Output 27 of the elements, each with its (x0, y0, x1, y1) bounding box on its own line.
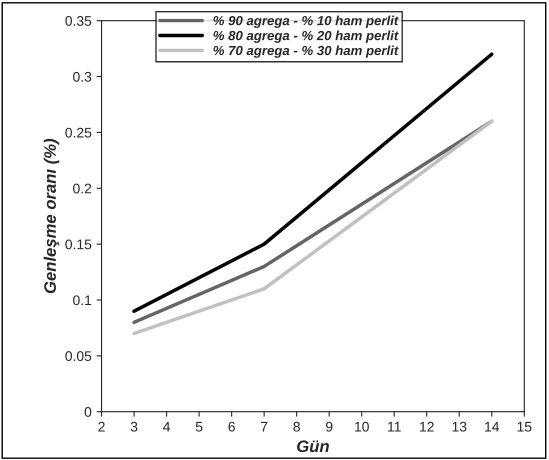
y-tick-label: 0.1 (73, 295, 92, 306)
x-tick-label: 14 (485, 422, 500, 432)
y-tick-label: 0.35 (65, 16, 92, 26)
y-axis-title: Genleşme oranı (%) (44, 138, 60, 294)
legend-label: % 70 agrega - % 30 ham perlit (213, 45, 399, 58)
legend-label: % 90 agrega - % 10 ham perlit (213, 16, 399, 28)
x-tick-label: 5 (196, 422, 202, 432)
x-axis-title: Gün (297, 440, 329, 452)
x-tick-label: 4 (163, 422, 170, 432)
x-tick-label: 3 (130, 422, 138, 432)
x-tick-label: 12 (420, 422, 434, 432)
y-tick-label: 0.3 (73, 72, 92, 82)
x-tick-label: 11 (388, 422, 401, 432)
x-tick-label: 7 (261, 422, 268, 432)
x-tick-label: 9 (326, 422, 332, 432)
x-tick-label: 2 (98, 422, 105, 432)
legend-label: % 80 agrega - % 20 ham perlit (213, 30, 399, 43)
x-tick-label: 10 (355, 422, 369, 432)
y-tick-label: 0.15 (65, 239, 92, 250)
x-tick-label: 6 (228, 422, 235, 432)
x-tick-label: 13 (452, 422, 466, 432)
x-tick-label: 8 (293, 422, 300, 432)
y-tick-label: 0.05 (65, 351, 92, 362)
y-tick-label: 0.25 (65, 128, 92, 138)
y-tick-label: 0.2 (73, 184, 92, 194)
x-tick-label: 15 (518, 422, 532, 432)
y-tick-label: 0 (84, 407, 92, 417)
